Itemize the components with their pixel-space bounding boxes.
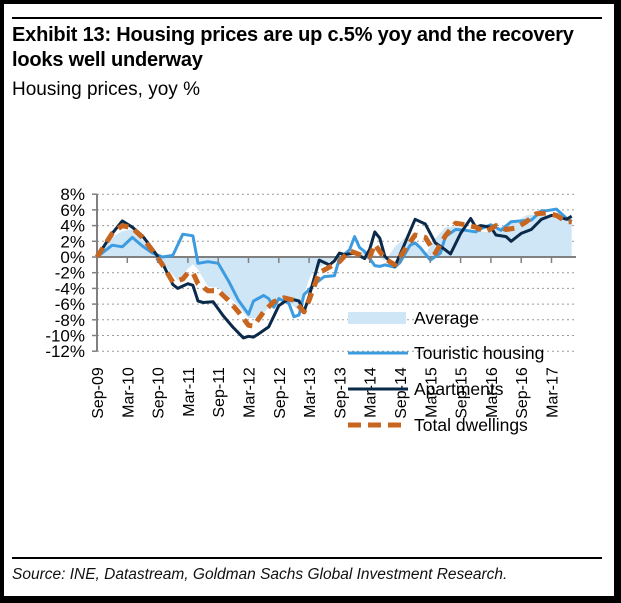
- y-tick-label: -10%: [45, 327, 85, 346]
- x-tick-label: Sep-09: [90, 367, 107, 419]
- y-tick-label: 2%: [60, 232, 85, 251]
- x-tick-label: Mar-16: [484, 367, 501, 418]
- total-dwellings-line: [94, 210, 572, 329]
- x-axis-ticks: Sep-09 Mar-10 Sep-10 Mar-11 Sep-11 Mar-12 Sep-…: [90, 257, 562, 419]
- x-tick-label: Sep-16: [514, 367, 531, 419]
- series-lines: [94, 207, 573, 340]
- bottom-rule: [12, 557, 602, 559]
- legend-label-apartments: Apartments: [414, 379, 504, 399]
- chart-subtitle: Housing prices, yoy %: [12, 79, 200, 100]
- y-tick-label: -12%: [45, 342, 85, 361]
- average-area-fill: [97, 214, 572, 319]
- y-tick-label: 6%: [60, 201, 85, 220]
- x-tick-label: Mar-11: [181, 367, 198, 417]
- top-rule: [12, 17, 602, 19]
- y-tick-label: -2%: [55, 264, 85, 283]
- legend-label-average: Average: [414, 308, 479, 328]
- x-tick-label: Sep-10: [151, 367, 168, 419]
- exhibit-title: Exhibit 13: Housing prices are up c.5% y…: [12, 24, 574, 71]
- x-tick-label: Sep-12: [272, 367, 289, 419]
- y-tick-label: 0%: [60, 248, 85, 267]
- average-area: [97, 214, 572, 319]
- legend-label-total-dwellings: Total dwellings: [414, 415, 528, 435]
- legend-swatch-average: [348, 312, 406, 324]
- y-tick-label: -8%: [55, 311, 85, 330]
- y-tick-label: -6%: [55, 295, 85, 314]
- x-tick-label: Sep-13: [332, 367, 349, 419]
- y-axis-ticks: 8%6%4%2%0%-2%-4%-6%-8%-10%-12%: [45, 185, 97, 361]
- y-tick-label: 8%: [60, 185, 85, 204]
- x-tick-label: Mar-15: [423, 367, 440, 418]
- legend-label-touristic-housing: Touristic housing: [414, 343, 544, 363]
- y-tick-label: -4%: [55, 279, 85, 298]
- x-tick-label: Sep-11: [211, 367, 228, 418]
- legend: Average Touristic housing Apartments Total …: [348, 308, 544, 435]
- y-tick-label: 4%: [60, 217, 85, 236]
- x-tick-label: Mar-12: [242, 367, 259, 418]
- x-tick-label: Mar-14: [363, 367, 380, 418]
- x-tick-label: Sep-15: [454, 367, 471, 419]
- x-tick-label: Mar-10: [120, 367, 137, 418]
- x-tick-label: Mar-13: [302, 367, 319, 418]
- source-note: Source: INE, Datastream, Goldman Sachs G…: [12, 566, 508, 583]
- x-tick-label: Mar-17: [545, 367, 562, 418]
- x-tick-label: Sep-14: [393, 367, 410, 419]
